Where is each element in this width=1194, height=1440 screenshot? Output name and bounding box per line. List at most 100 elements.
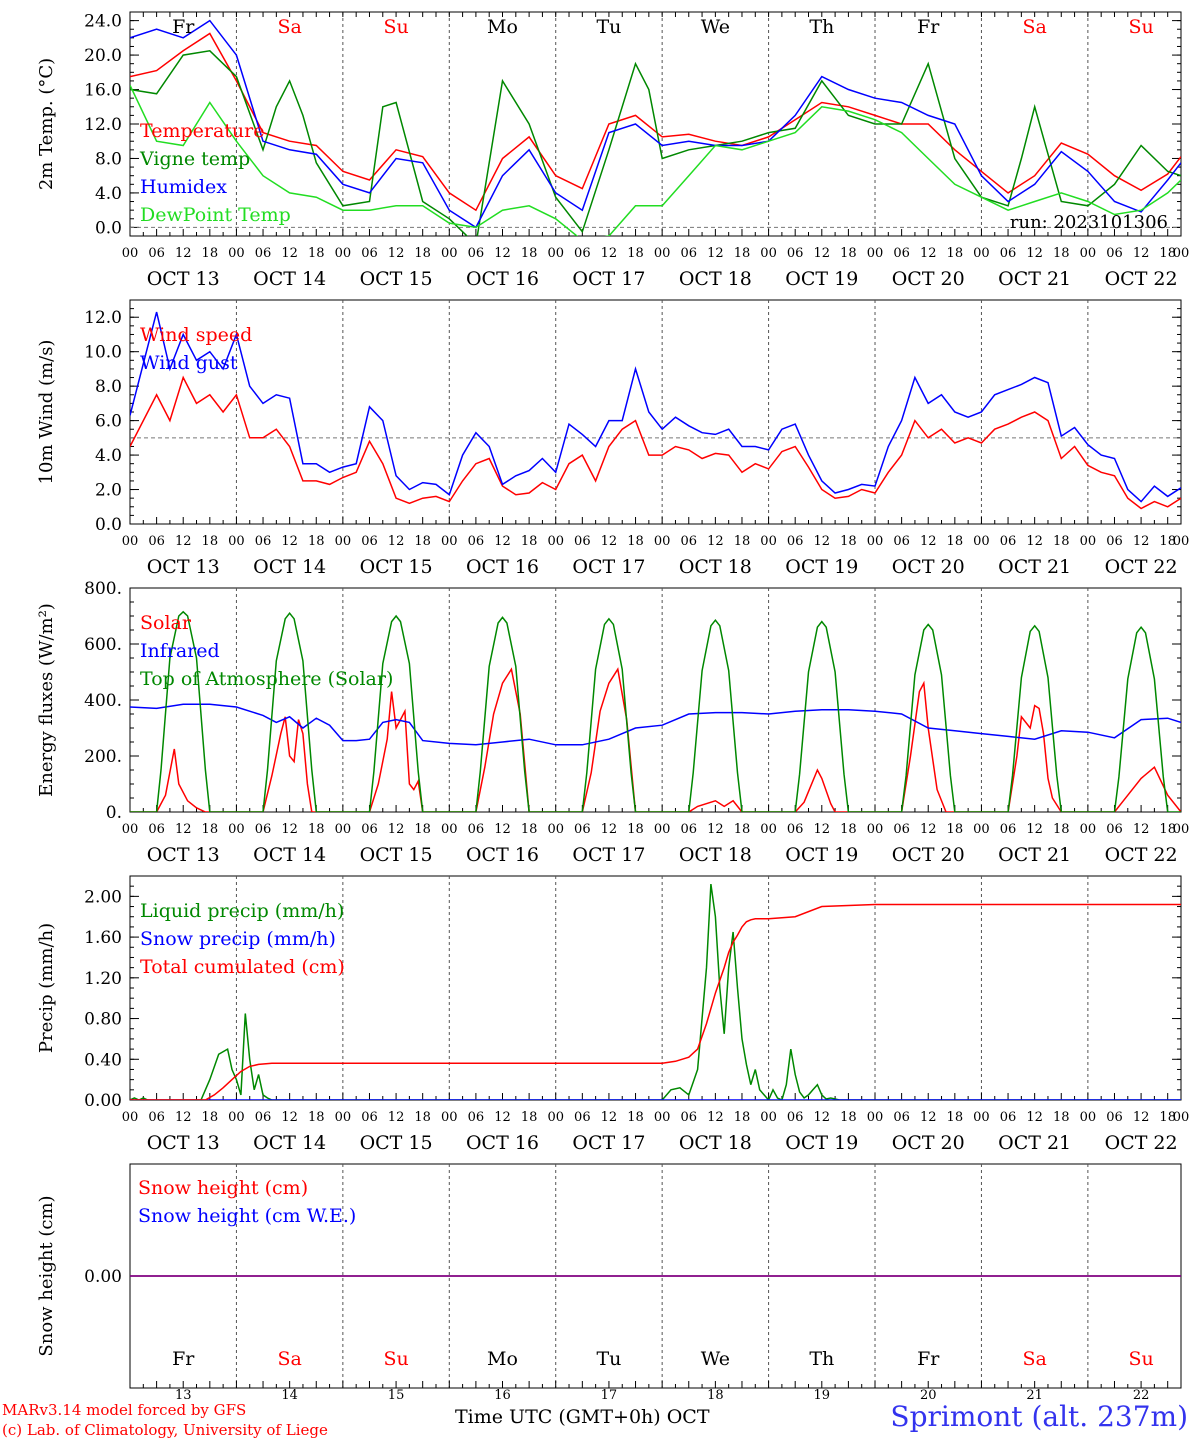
hour-label: 00 [1080,1110,1097,1125]
weekday-label: Fr [917,16,940,38]
legend-entry: Snow precip (mm/h) [140,928,336,950]
hour-label: 06 [1106,1110,1123,1125]
hour-label: 12 [388,822,405,837]
series-line [130,49,1181,236]
hour-label: 12 [1026,822,1043,837]
day-number: 18 [707,1388,724,1403]
hour-label: 12 [494,534,511,549]
legend-entry: Liquid precip (mm/h) [140,900,344,922]
weekday-label-bottom: Su [383,1348,408,1370]
hour-label: 18 [734,246,751,261]
hour-label: 18 [202,246,219,261]
hour-label: 18 [627,246,644,261]
hour-label: 18 [308,1110,325,1125]
hour-label: 06 [255,1110,272,1125]
hour-label: 00 [335,246,352,261]
weekday-label: Su [1128,16,1153,38]
date-label: OCT 22 [1105,1132,1178,1154]
date-label: OCT 20 [892,268,965,290]
hour-label: 00 [1173,534,1190,549]
hour-label: 12 [175,822,192,837]
hour-label: 00 [654,534,671,549]
date-label: OCT 17 [572,556,645,578]
hour-label: 12 [175,1110,192,1125]
weekday-label: Sa [277,16,301,38]
hour-label: 06 [787,1110,804,1125]
hour-label: 00 [441,246,458,261]
hour-label: 00 [654,822,671,837]
date-label: OCT 19 [785,556,858,578]
hour-label: 12 [814,246,831,261]
y-axis-label: 2m Temp. (°C) [36,58,57,190]
legend-entry: Humidex [140,176,227,198]
y-tick-label: 8.0 [95,149,122,169]
date-label: OCT 15 [360,844,433,866]
date-label: OCT 19 [785,1132,858,1154]
hour-label: 06 [148,246,165,261]
y-tick-label: 24.0 [84,12,122,32]
hour-label: 12 [920,246,937,261]
date-label: OCT 13 [147,1132,220,1154]
hour-label: 18 [840,246,857,261]
hour-label: 18 [414,1110,431,1125]
y-tick-label: 0.00 [84,1091,122,1111]
y-tick-label: 600. [84,635,122,655]
date-label: OCT 15 [360,556,433,578]
legend-entry: Solar [140,612,192,634]
y-tick-label: 8.0 [95,377,122,397]
hour-label: 12 [601,534,618,549]
series-line [130,32,1181,212]
hour-label: 00 [335,822,352,837]
day-number: 15 [388,1388,405,1403]
y-tick-label: 4.0 [95,446,122,466]
date-label: OCT 22 [1105,268,1178,290]
hour-label: 00 [335,534,352,549]
y-tick-label: 2.0 [95,481,122,501]
hour-label: 12 [388,534,405,549]
hour-label: 00 [867,1110,884,1125]
hour-label: 12 [494,246,511,261]
hour-label: 06 [1000,534,1017,549]
hour-label: 18 [521,246,538,261]
hour-label: 12 [1026,534,1043,549]
hour-label: 18 [734,822,751,837]
hour-label: 12 [814,534,831,549]
hour-label: 12 [1133,822,1150,837]
hour-label: 00 [547,822,564,837]
weekday-label-bottom: Fr [172,1348,195,1370]
hour-label: 00 [760,246,777,261]
weekday-label: Mo [487,16,518,38]
hour-label: 06 [1000,1110,1017,1125]
hour-label: 00 [867,822,884,837]
hour-label: 00 [760,822,777,837]
day-number: 19 [814,1388,831,1403]
date-label: OCT 13 [147,268,220,290]
date-label: OCT 15 [360,1132,433,1154]
y-tick-label: 20.0 [84,46,122,66]
y-tick-label: 0.0 [95,218,122,238]
hour-label: 12 [388,1110,405,1125]
hour-label: 00 [228,822,245,837]
legend-entry: Infrared [140,640,220,662]
weekday-label: Sa [1022,16,1046,38]
hour-label: 12 [388,246,405,261]
date-label: OCT 22 [1105,556,1178,578]
hour-label: 06 [468,246,485,261]
weekday-label-bottom: Sa [1022,1348,1046,1370]
weekday-label: We [701,16,730,38]
hour-label: 00 [335,1110,352,1125]
hour-label: 06 [1106,534,1123,549]
hour-label: 00 [760,1110,777,1125]
hour-label: 00 [122,246,139,261]
y-tick-label: 12.0 [84,115,122,135]
hour-label: 06 [893,822,910,837]
hour-label: 12 [1026,246,1043,261]
hour-label: 18 [308,246,325,261]
hour-label: 18 [947,822,964,837]
hour-label: 18 [202,1110,219,1125]
hour-label: 18 [627,822,644,837]
hour-label: 18 [1053,246,1070,261]
panel-3 [129,587,1182,813]
weekday-label-bottom: Th [809,1348,834,1370]
